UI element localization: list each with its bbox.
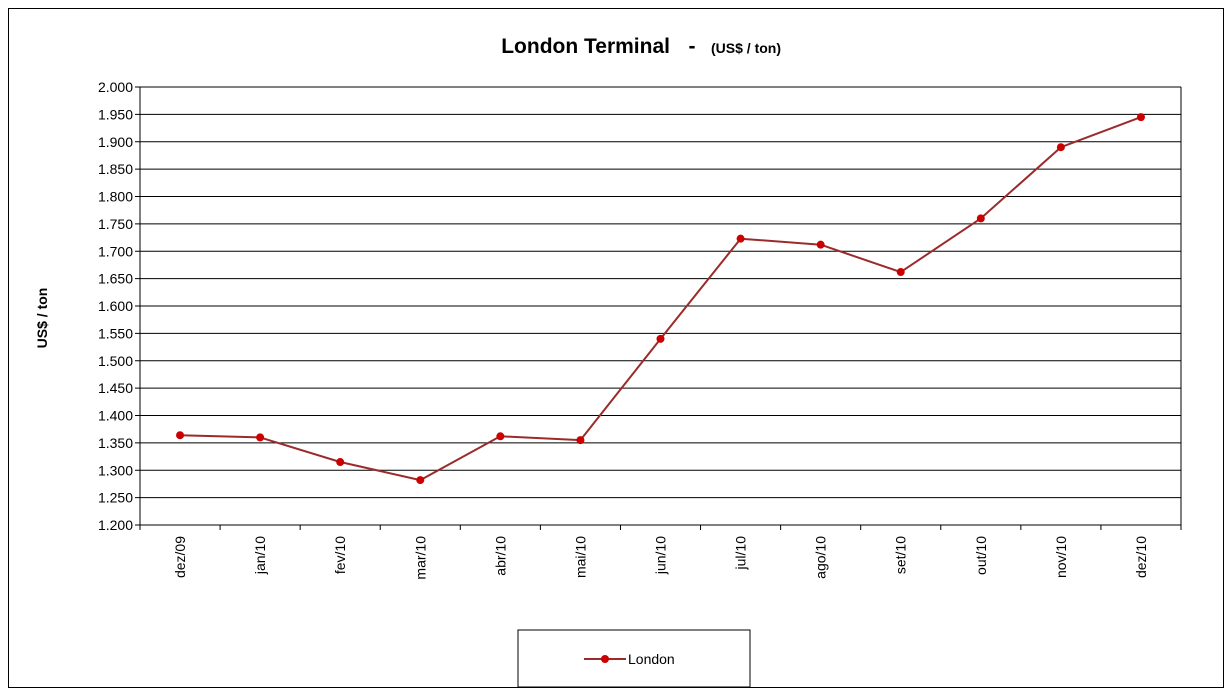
data-point [576, 436, 585, 445]
y-tick-label: 2.000 [98, 79, 133, 95]
x-tick-label: ago/10 [813, 536, 829, 579]
gridlines [140, 86, 1181, 499]
x-tick-label: out/10 [973, 536, 989, 575]
data-point [416, 476, 425, 485]
data-point [1136, 113, 1145, 122]
data-point [256, 433, 265, 442]
y-tick-label: 1.300 [98, 462, 133, 478]
x-tick-label: jan/10 [252, 536, 268, 575]
x-tick-label: fev/10 [332, 536, 348, 574]
data-point [1056, 143, 1065, 152]
x-tick-label: mar/10 [412, 536, 428, 580]
y-tick-labels: 1.200 1.250 1.300 1.350 1.400 1.450 1.500 1.550… [98, 79, 133, 533]
series-london [176, 113, 1145, 485]
y-tick-label: 1.850 [98, 161, 133, 177]
chart-subtitle: (US$ / ton) [711, 40, 781, 56]
data-point [816, 240, 825, 249]
y-tick-label: 1.200 [98, 517, 133, 533]
line-chart: London Terminal - (US$ / ton) US$ / ton … [8, 8, 1224, 688]
chart-frame [8, 8, 1224, 688]
x-tick-labels: dez/09 jan/10 fev/10 mar/10 abr/10 mai/10 jun/… [172, 536, 1149, 580]
y-tick-label: 1.600 [98, 298, 133, 314]
legend-box [517, 629, 751, 688]
x-tick-label: abr/10 [492, 536, 508, 576]
chart-title: London Terminal [501, 35, 670, 58]
x-tick-label: nov/10 [1053, 536, 1069, 578]
y-tick-label: 1.250 [98, 490, 133, 506]
y-tick-label: 1.750 [98, 216, 133, 232]
axes [135, 86, 1182, 530]
data-point [656, 334, 665, 343]
legend-marker [601, 655, 609, 663]
y-tick-label: 1.950 [98, 106, 133, 122]
data-point [176, 431, 185, 440]
y-tick-label: 1.550 [98, 325, 133, 341]
y-tick-label: 1.800 [98, 189, 133, 205]
legend-label-london: London [628, 651, 675, 667]
y-tick-label: 1.900 [98, 134, 133, 150]
y-tick-label: 1.700 [98, 243, 133, 259]
data-point [736, 234, 745, 243]
data-point [896, 268, 905, 277]
chart-container: London Terminal - (US$ / ton) US$ / ton … [8, 8, 1224, 688]
data-point [336, 458, 345, 467]
y-tick-label: 1.450 [98, 380, 133, 396]
data-point [496, 432, 505, 441]
y-tick-label: 1.350 [98, 435, 133, 451]
y-axis-label: US$ / ton [34, 288, 50, 349]
chart-title-separator: - [689, 35, 696, 58]
data-point [976, 214, 985, 223]
x-tick-label: dez/10 [1133, 536, 1149, 578]
x-tick-label: set/10 [893, 536, 909, 574]
y-tick-label: 1.650 [98, 271, 133, 287]
x-tick-label: jun/10 [653, 536, 669, 575]
x-tick-label: jul/10 [733, 536, 749, 571]
x-tick-label: dez/09 [172, 536, 188, 578]
y-tick-label: 1.500 [98, 353, 133, 369]
x-tick-label: mai/10 [572, 536, 588, 578]
y-tick-label: 1.400 [98, 408, 133, 424]
legend: London [517, 629, 751, 688]
